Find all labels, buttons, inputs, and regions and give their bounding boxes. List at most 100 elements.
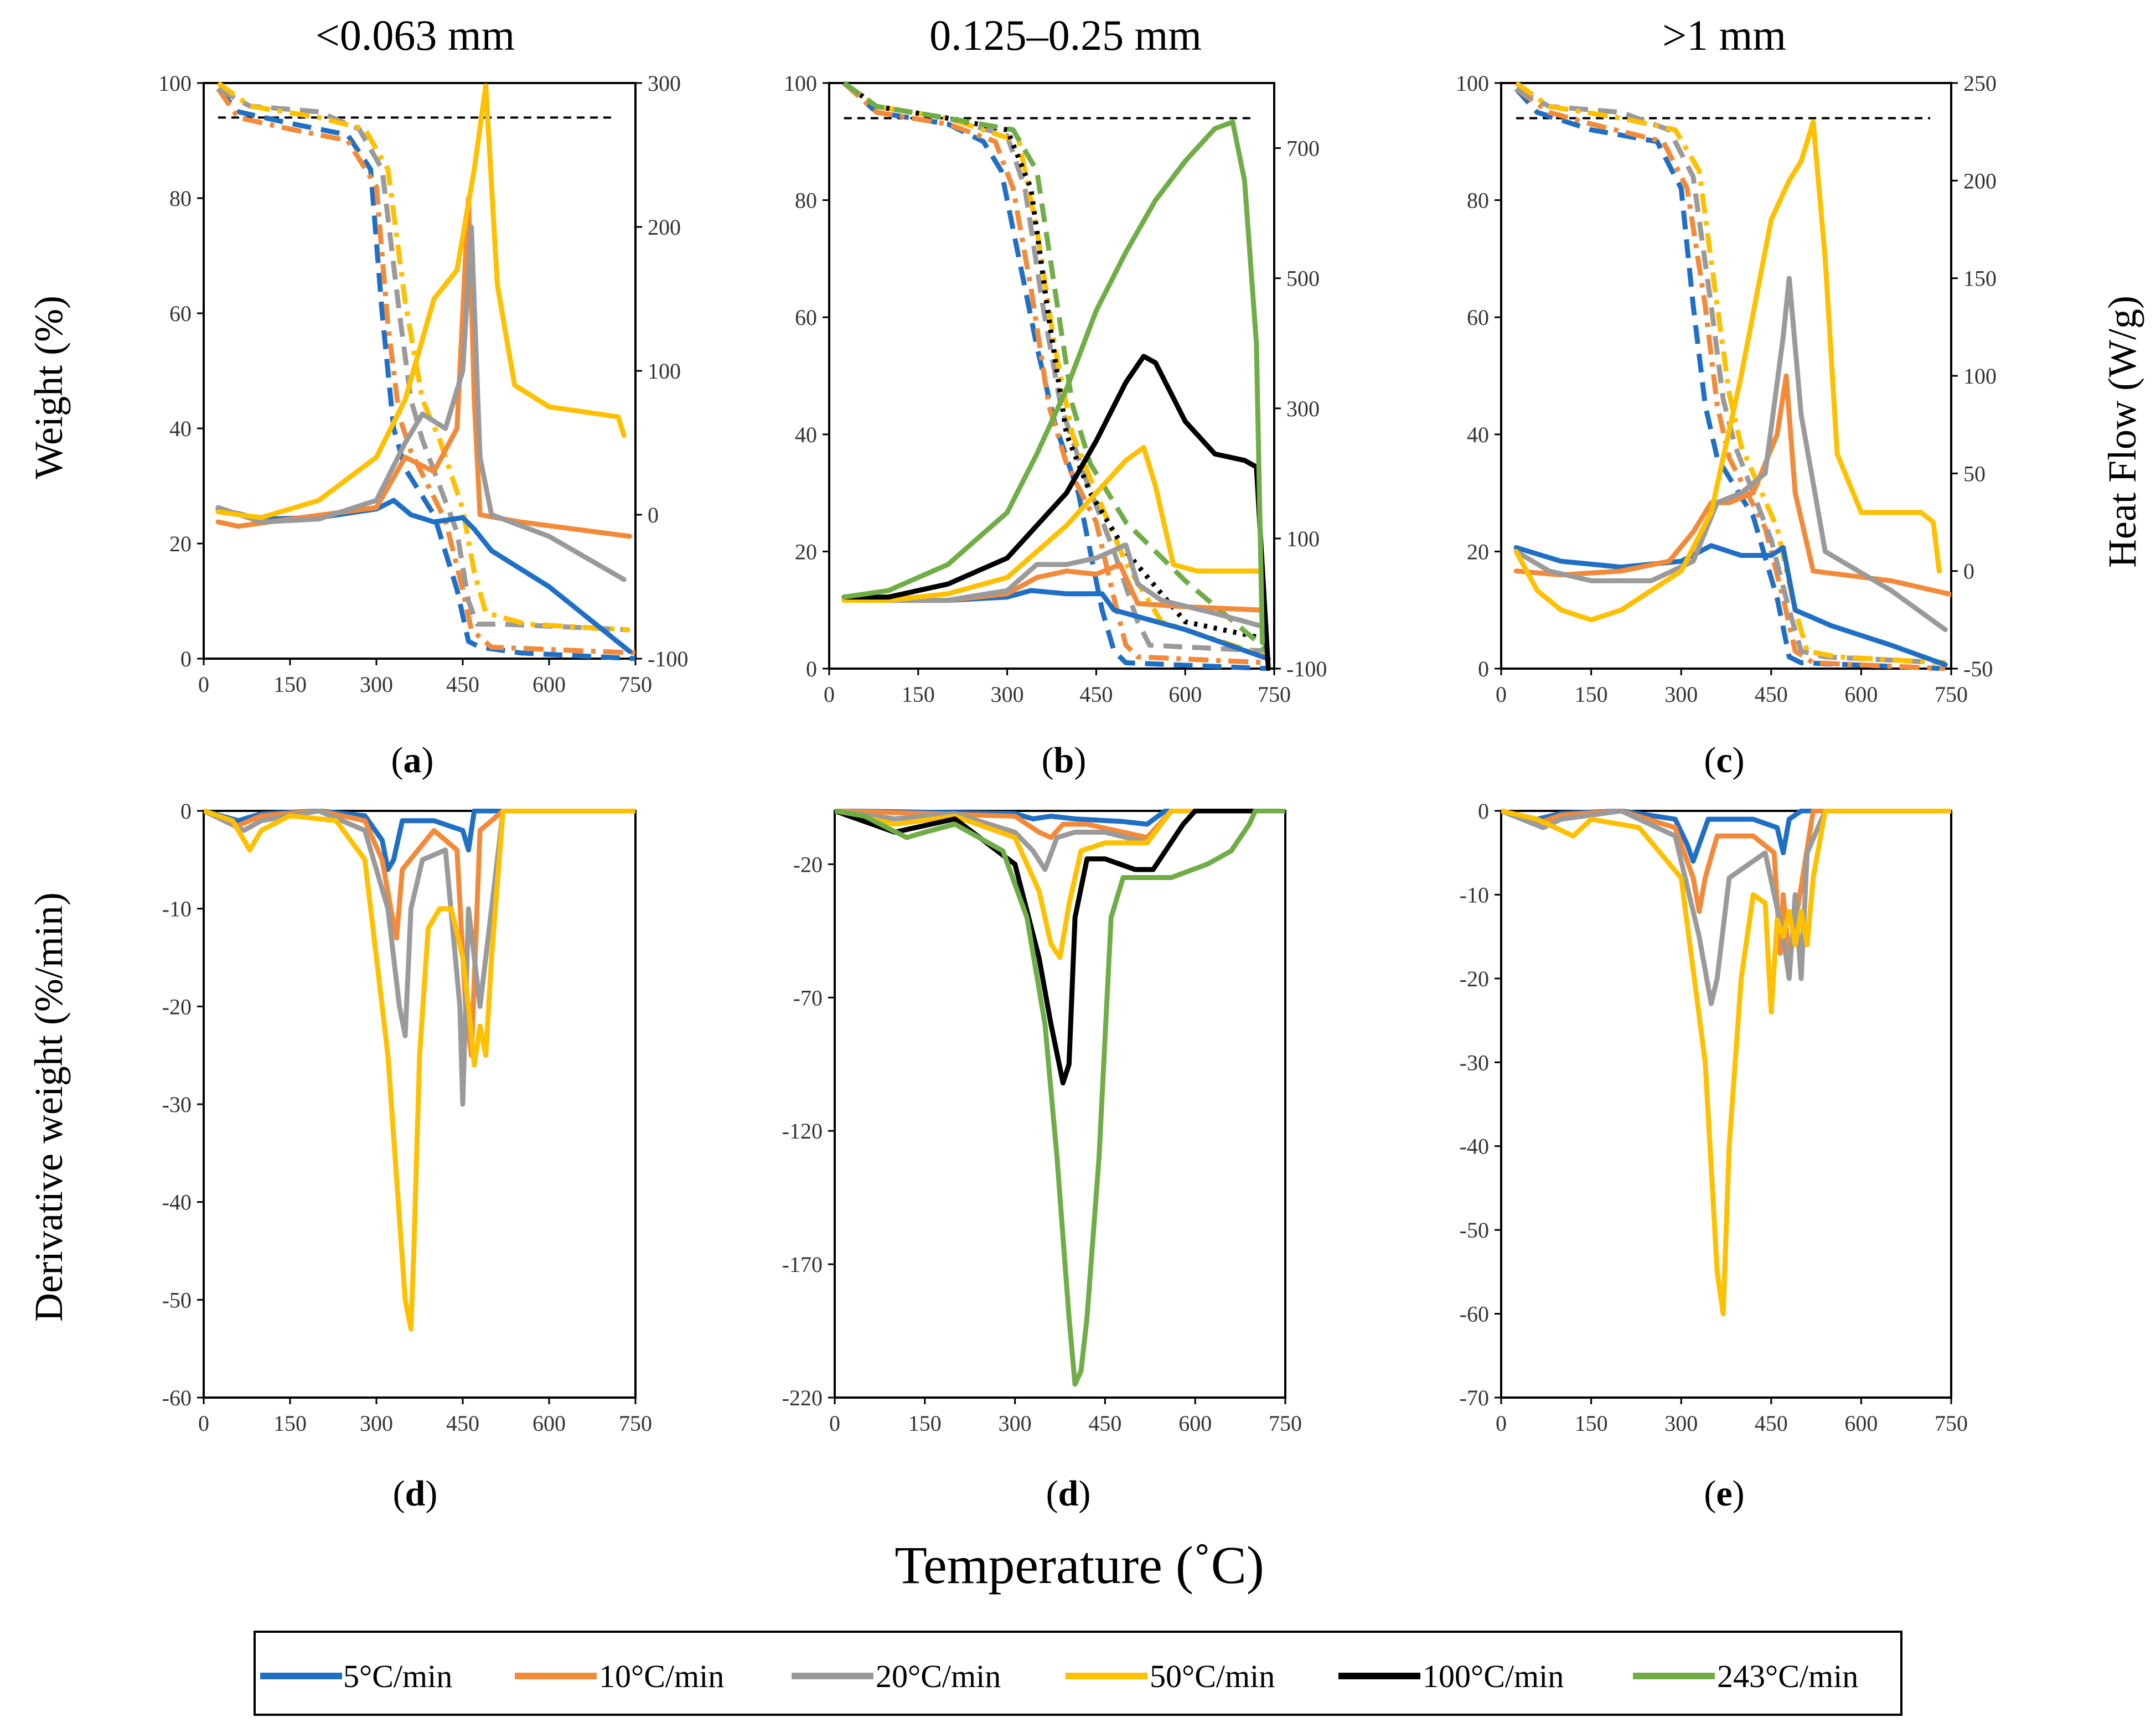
panel-label-c: (c)	[1704, 740, 1744, 780]
y2-tick-label: -50	[1963, 656, 1993, 681]
x-tick-label: 300	[360, 1411, 393, 1436]
y-tick-label: -40	[162, 1190, 192, 1215]
y-tick-label: -70	[793, 985, 823, 1010]
legend-label-243: 243°C/min	[1717, 1658, 1858, 1694]
legend-item-100: 100°C/min	[1338, 1658, 1564, 1694]
series-line	[1514, 86, 1946, 671]
y2-tick-label: -100	[648, 646, 688, 671]
series-line	[841, 120, 1265, 645]
y-tick-label: 40	[169, 416, 192, 441]
x-tick-label: 750	[619, 672, 652, 697]
series-group	[1513, 81, 1951, 671]
series-group	[1501, 809, 1951, 1317]
plot-frame	[828, 82, 1275, 670]
plot-frame	[834, 810, 1286, 1399]
y2-tick-label: 100	[1286, 526, 1320, 551]
y-tick-label: 80	[169, 186, 192, 211]
y-tick-label: 40	[795, 422, 817, 447]
x-tick-label: 600	[1169, 682, 1202, 707]
series-line	[216, 86, 630, 633]
y-tick-label: -120	[782, 1119, 823, 1144]
y-tick-label: 0	[1478, 799, 1489, 824]
series-line	[215, 195, 633, 539]
legend-label-5: 5°C/min	[343, 1658, 452, 1694]
series-line	[216, 87, 635, 656]
y-tick-label: 80	[1467, 188, 1489, 213]
series-group	[204, 809, 635, 1332]
x-tick-label: 300	[1664, 682, 1698, 707]
series-line	[216, 87, 635, 661]
y2-tick-label: 700	[1286, 136, 1320, 161]
x-tick-label: 150	[273, 1411, 307, 1436]
series-line	[1501, 809, 1951, 1006]
y-tick-label: -30	[1460, 1050, 1489, 1075]
y2-tick-label: 500	[1286, 266, 1320, 291]
x-tick-label: 450	[1755, 682, 1788, 707]
y2-tick-label: 300	[648, 71, 681, 96]
x-tick-label: 450	[446, 672, 479, 697]
x-tick-label: 300	[360, 672, 393, 697]
y2-tick-label: -100	[1286, 656, 1327, 681]
y2-tick-label: 150	[1963, 266, 1997, 291]
panel-d-second: 0 150 300 450 600 750 -220 -170 -120 -70 -20	[782, 809, 1302, 1436]
legend-label-100: 100°C/min	[1423, 1658, 1564, 1694]
x-tick-label: 450	[1079, 682, 1113, 707]
series-group	[215, 81, 635, 661]
x-tick-label: 600	[1844, 1411, 1878, 1436]
series-line	[1514, 87, 1946, 671]
panel-label-e: (e)	[1704, 1473, 1744, 1514]
x-tick-label: 450	[1088, 1411, 1121, 1436]
y-tick-label: -50	[1460, 1218, 1489, 1243]
x-tick-label: 0	[1496, 682, 1507, 707]
x-tick-label: 0	[198, 672, 209, 697]
panel-label-d: (d)	[393, 1473, 438, 1514]
y-tick-label: 60	[795, 305, 817, 330]
y-tick-label: -10	[1460, 882, 1489, 907]
series-line	[842, 81, 1269, 671]
column-title-fine: <0.063 mm	[316, 11, 515, 59]
x-tick-label: 150	[908, 1411, 942, 1436]
x-tick-label: 600	[532, 1411, 566, 1436]
legend-item-10: 10°C/min	[515, 1658, 724, 1694]
y-tick-label: 20	[169, 531, 192, 556]
series-line	[842, 81, 1269, 642]
y2-tick-label: 0	[1963, 559, 1974, 584]
x-tick-label: 750	[1935, 682, 1968, 707]
x-tick-label: 0	[829, 1411, 840, 1436]
panel-label-b: (b)	[1042, 740, 1087, 780]
x-tick-label: 150	[1575, 1411, 1608, 1436]
series-line	[216, 81, 630, 633]
x-tick-label: 750	[1269, 1411, 1302, 1436]
y-tick-label: -30	[162, 1092, 192, 1117]
legend-item-5: 5°C/min	[260, 1658, 452, 1694]
y2-tick-label: 100	[1963, 364, 1997, 389]
column-title-coarse: >1 mm	[1662, 11, 1786, 59]
series-line	[1513, 276, 1948, 632]
x-tick-label: 0	[198, 1411, 209, 1436]
top-right-axis-title: Heat Flow (W/g)	[2100, 296, 2144, 568]
y-tick-label: 80	[795, 188, 817, 213]
y-tick-label: 20	[795, 539, 817, 564]
series-line	[835, 809, 1285, 827]
series-line	[1514, 81, 1946, 665]
y-tick-label: -60	[1460, 1302, 1489, 1327]
legend-label-20: 20°C/min	[876, 1658, 1001, 1694]
y-tick-label: -20	[162, 994, 192, 1019]
series-line	[835, 809, 1285, 1387]
x-tick-label: 750	[619, 1411, 652, 1436]
top-left-axis-title: Weight (%)	[27, 296, 71, 479]
panel-label-a: (a)	[391, 740, 434, 780]
panel-label-d-second: (d)	[1046, 1473, 1091, 1514]
y-tick-label: -50	[162, 1287, 192, 1312]
series-line	[215, 224, 627, 582]
legend-label-50: 50°C/min	[1150, 1658, 1275, 1694]
y-tick-label: -60	[162, 1385, 192, 1410]
panel-d: 0 150 300 450 600 750 -60 -50 -40 -30 -20 -10 0	[162, 799, 652, 1436]
y-tick-label: -20	[793, 852, 823, 877]
series-line	[1513, 543, 1948, 668]
y2-tick-label: 0	[648, 503, 659, 527]
x-tick-label: 450	[446, 1411, 479, 1436]
series-group	[841, 81, 1271, 671]
y-tick-label: 100	[784, 71, 817, 96]
